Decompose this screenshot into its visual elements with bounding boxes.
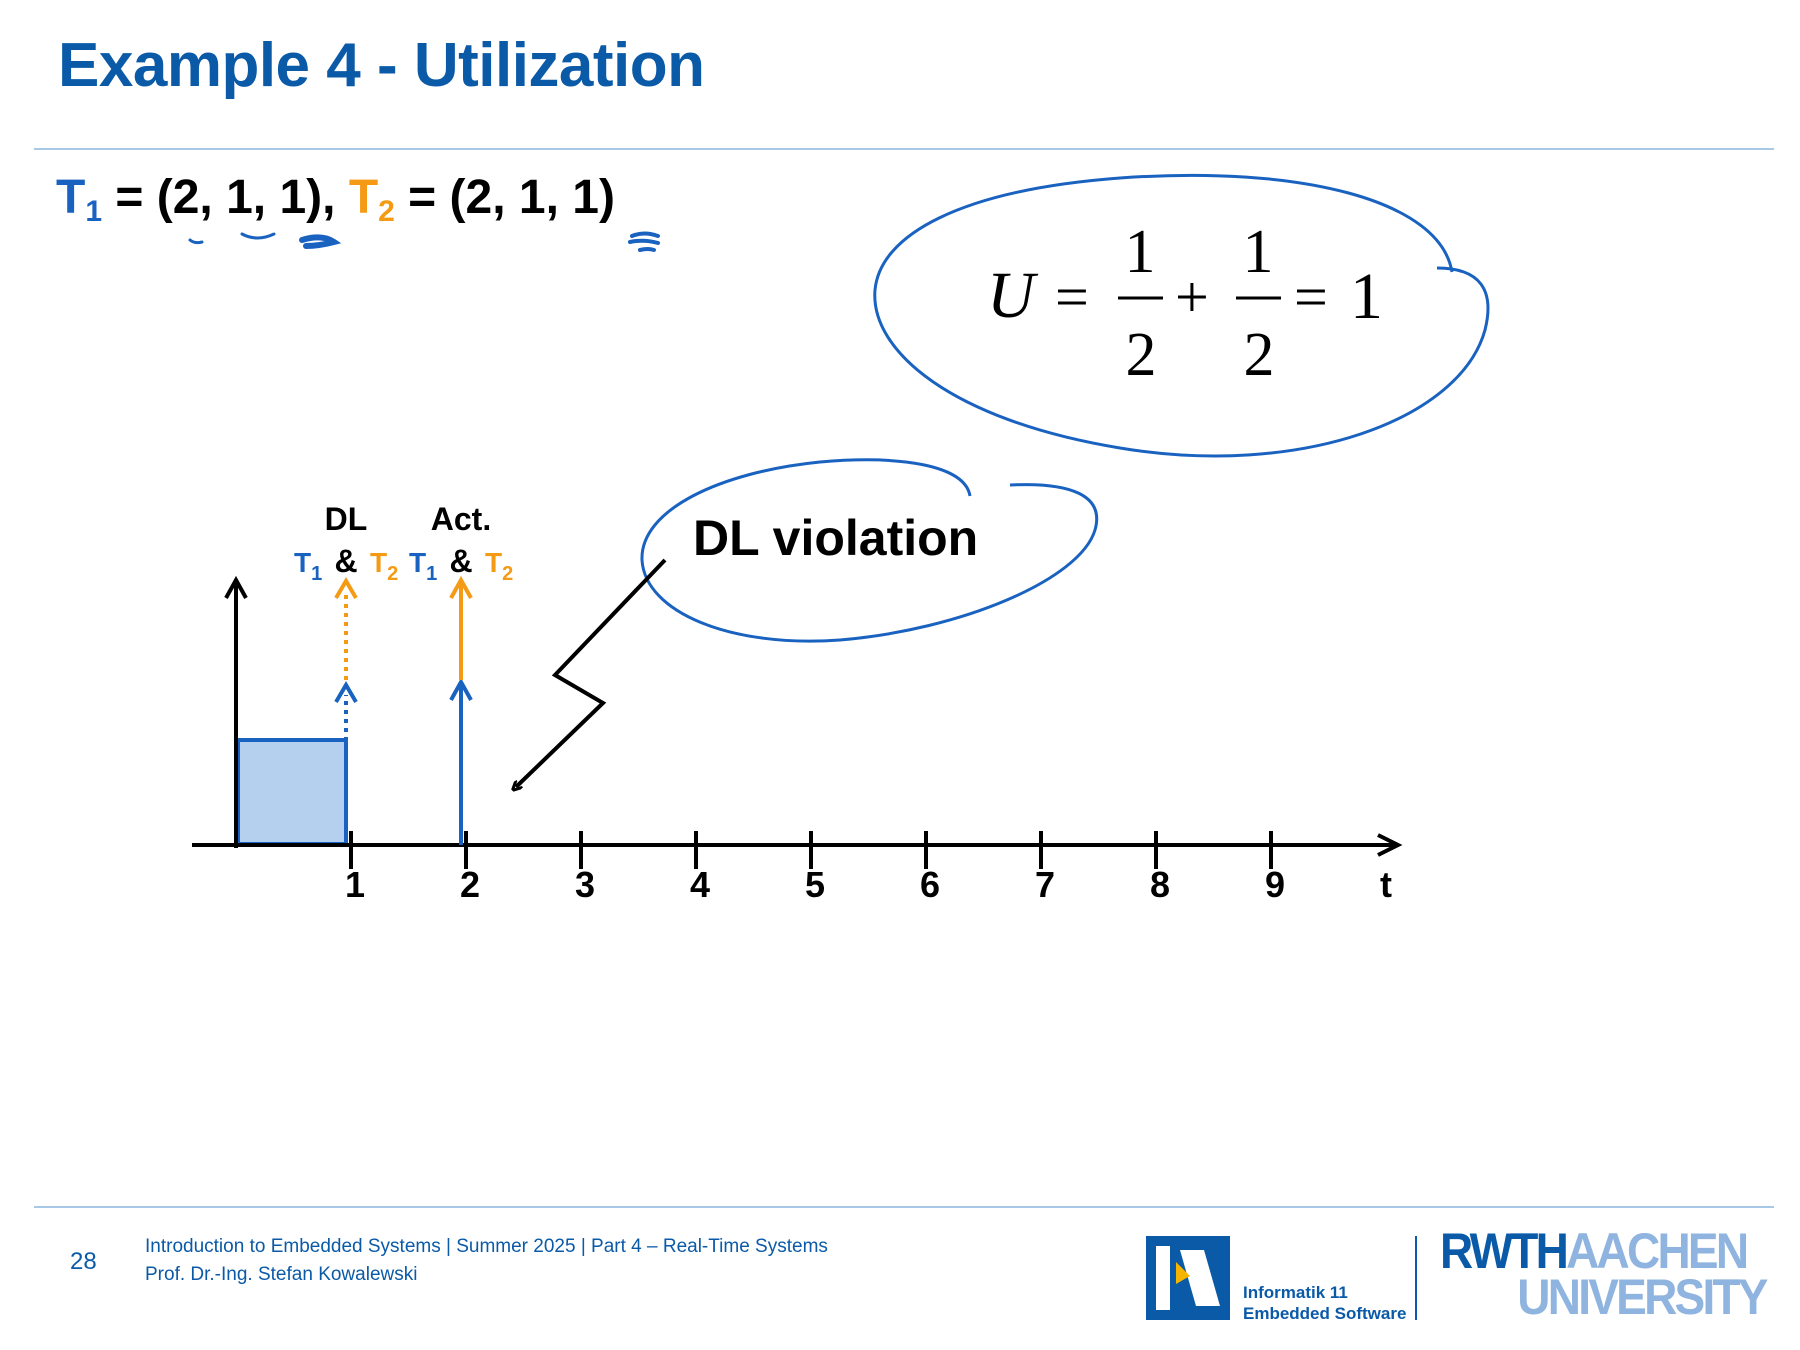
header-divider — [34, 148, 1774, 150]
footer-line2: Prof. Dr.-Ing. Stefan Kowalewski — [145, 1264, 418, 1285]
tick-label-2: 2 — [460, 864, 480, 905]
task1-name: T1 — [56, 171, 103, 228]
svg-text:&: & — [449, 543, 472, 579]
svg-text:T2: T2 — [370, 547, 398, 585]
task1-params: = (2, 1, 1), — [115, 171, 336, 224]
task2-params: = (2, 1, 1) — [408, 171, 615, 224]
tick-label-1: 1 — [345, 864, 365, 905]
svg-text:T2: T2 — [485, 547, 513, 585]
violation-ellipse — [640, 458, 1099, 643]
dl-label: DL — [325, 501, 368, 537]
footer-line1: Introduction to Embedded Systems | Summe… — [145, 1236, 828, 1257]
formula-plus: + — [1175, 264, 1209, 330]
act-tasks-label: T1 & T2 — [409, 543, 513, 585]
footer-course-info: Introduction to Embedded Systems | Summe… — [145, 1233, 828, 1289]
formula-eq2: = — [1294, 264, 1328, 330]
rwth-logo: RWTHAACHEN UNIVERSITY — [1440, 1223, 1768, 1325]
tick-label-4: 4 — [690, 864, 710, 905]
deadline-arrows — [334, 577, 358, 840]
footer-divider — [34, 1206, 1774, 1208]
t1-execution-block — [236, 738, 348, 846]
tick-label-6: 6 — [920, 864, 940, 905]
dl-tasks-label: T1 & T2 — [294, 543, 398, 585]
tick-label-3: 3 — [575, 864, 595, 905]
act-label: Act. — [431, 501, 491, 537]
handwritten-underlines — [188, 231, 660, 252]
formula-den1: 2 — [1126, 321, 1157, 389]
slide-title: Example 4 - Utilization — [58, 31, 705, 100]
logo-separator — [1415, 1236, 1417, 1320]
institute-name: Informatik 11 Embedded Software — [1243, 1283, 1407, 1323]
svg-text:T1: T1 — [409, 547, 437, 585]
formula-ellipse — [873, 173, 1490, 458]
formula-num1: 1 — [1125, 218, 1156, 286]
violation-pointer-arrow — [516, 558, 667, 787]
tick-label-9: 9 — [1265, 864, 1285, 905]
tick-marks — [349, 831, 1273, 869]
formula-lhs: U — [987, 259, 1039, 332]
tick-label-7: 7 — [1035, 864, 1055, 905]
formula-result: 1 — [1350, 260, 1383, 333]
task-definitions: T1 = (2, 1, 1), T2 = (2, 1, 1) — [56, 170, 615, 229]
page-number: 28 — [70, 1248, 97, 1275]
tick-label-5: 5 — [805, 864, 825, 905]
formula-num2: 1 — [1243, 218, 1274, 286]
tick-labels: 1 2 3 4 5 6 7 8 9 — [345, 864, 1285, 905]
time-axis — [192, 575, 1403, 857]
formula-den2: 2 — [1244, 321, 1275, 389]
svg-text:T1: T1 — [294, 547, 322, 585]
informatik11-logo-icon — [1146, 1236, 1230, 1320]
violation-label: DL violation — [693, 510, 978, 566]
activation-arrows — [449, 575, 473, 845]
svg-text:&: & — [334, 543, 357, 579]
tick-label-8: 8 — [1150, 864, 1170, 905]
formula-eq: = — [1055, 264, 1089, 330]
axis-label-t: t — [1380, 864, 1392, 905]
utilization-formula: U = 1 2 + 1 2 = 1 — [987, 218, 1383, 389]
task2-name: T2 — [348, 171, 395, 228]
